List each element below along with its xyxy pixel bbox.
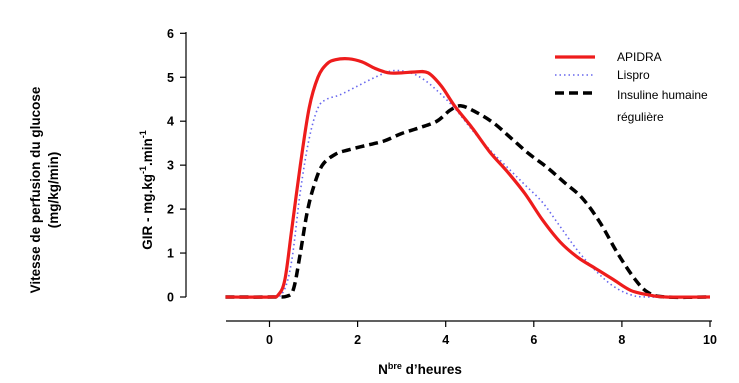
- legend: APIDRA Lispro Insuline humaine régulière: [555, 50, 708, 124]
- x-ticks: 0 2 4 6 8 10: [266, 321, 717, 347]
- series-line-insuline-humaine: [225, 104, 711, 300]
- legend-label-apidra: APIDRA: [617, 50, 662, 64]
- y-tick-label: 2: [167, 203, 174, 217]
- legend-label-insuline-line2: régulière: [617, 110, 664, 124]
- outer-y-axis-title-line1: Vitesse de perfusion du glucose: [28, 86, 43, 293]
- y-tick-label: 5: [167, 71, 174, 85]
- legend-label-lispro: Lispro: [617, 68, 650, 82]
- legend-label-insuline-line1: Insuline humaine: [617, 88, 708, 102]
- y-tick-label: 4: [167, 115, 174, 129]
- y-tick-label: 6: [167, 27, 174, 41]
- x-tick-label: 4: [442, 333, 449, 347]
- series-line-lispro: [225, 69, 711, 299]
- x-tick-label: 2: [354, 333, 361, 347]
- x-tick-label: 0: [266, 333, 273, 347]
- x-axis-title: Nbre d’heures: [378, 361, 462, 377]
- outer-y-axis-title-line2: (mg/kg/min): [46, 152, 61, 229]
- y-tick-label: 0: [167, 291, 174, 305]
- series-line-apidra: [225, 57, 711, 299]
- y-tick-label: 3: [167, 159, 174, 173]
- y-tick-label: 1: [167, 247, 174, 261]
- x-tick-label: 6: [530, 333, 537, 347]
- x-tick-label: 8: [618, 333, 625, 347]
- x-tick-label: 10: [703, 333, 717, 347]
- y-ticks: 0 1 2 3 4 5 6: [167, 27, 186, 305]
- series-group: [225, 57, 711, 300]
- inner-y-axis-title: GIR - mg.kg-1.min-1: [138, 130, 155, 250]
